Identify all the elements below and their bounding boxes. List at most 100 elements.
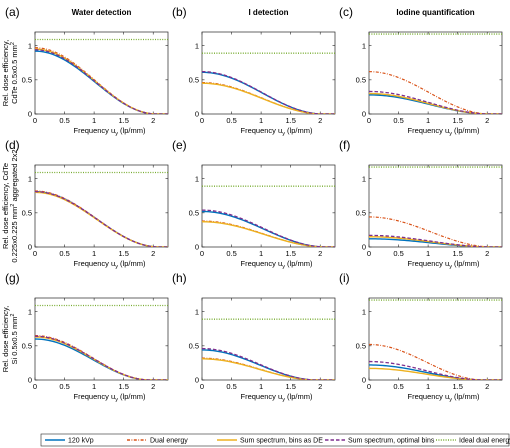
x-axis-label: Frequency uy (lp/mm) xyxy=(74,126,146,137)
y-tick-label: 1 xyxy=(362,307,366,316)
x-tick-label: 0.5 xyxy=(393,249,403,258)
plot-frame xyxy=(201,164,336,248)
x-axis-label: Frequency uy (lp/mm) xyxy=(241,259,313,270)
series-120-kvp xyxy=(202,210,335,247)
x-tick-label: 1.5 xyxy=(285,116,295,125)
panel-b: 0 0.5 1 1.5 2 0 0.5 1 (b) I detection Frequency uy… xyxy=(172,5,336,137)
series-sum-spectrum-bins-as-de xyxy=(202,82,335,114)
x-tick-label: 0.5 xyxy=(226,382,236,391)
y-tick-label: 0 xyxy=(28,110,32,119)
y-tick-label: 1 xyxy=(28,41,32,50)
y-tick-label: 0 xyxy=(195,110,199,119)
y-tick-label: 0 xyxy=(362,110,366,119)
x-tick-label: 2 xyxy=(151,249,155,258)
x-tick-label: 1.5 xyxy=(452,382,462,391)
series-sum-spectrum-bins-as-de xyxy=(202,221,335,247)
y-tick-label: 0.5 xyxy=(189,208,199,217)
legend-label: Ideal dual energy xyxy=(459,438,510,445)
row2-ylabel-line2: 0.225x0.225 mm2 aggregated 2x2 xyxy=(10,149,19,262)
series-sum-spectrum-optimal-bins xyxy=(35,49,168,114)
svg-text:0.225x0.225 mm2 aggregated 2x2: 0.225x0.225 mm2 aggregated 2x2 xyxy=(10,149,19,262)
panel-a: 0 0.5 1 1.5 2 0 0.5 1 (a) Water detection Frequenc… xyxy=(5,5,169,137)
row2-ylabel-line1: Rel. dose efficiency, CdTe xyxy=(1,163,10,249)
panel-h: 0 0.5 1 1.5 2 0 0.5 1 (h) Frequency uy (lp/mm) xyxy=(172,271,336,403)
x-tick-label: 2 xyxy=(485,116,489,125)
x-tick-label: 1 xyxy=(259,382,263,391)
svg-text:CdTe 0.5x0.5 mm2: CdTe 0.5x0.5 mm2 xyxy=(10,42,19,104)
legend-label: Sum spectrum, optimal bins xyxy=(348,438,435,445)
y-tick-label: 1 xyxy=(362,41,366,50)
y-tick-label: 1 xyxy=(195,41,199,50)
x-tick-label: 1 xyxy=(426,116,430,125)
plot-frame xyxy=(34,297,169,381)
y-tick-label: 0.5 xyxy=(189,75,199,84)
x-tick-label: 1.5 xyxy=(118,249,128,258)
x-axis-label: Frequency uy (lp/mm) xyxy=(408,259,480,270)
row1-ylabel-line1: Rel. dose efficiency, xyxy=(1,40,10,106)
series-sum-spectrum-optimal-bins xyxy=(369,360,502,380)
x-tick-label: 0 xyxy=(200,382,204,391)
panel-label: (g) xyxy=(5,271,20,285)
plot-frame xyxy=(34,31,169,115)
series-sum-spectrum-bins-as-de xyxy=(35,48,168,114)
y-tick-label: 0.5 xyxy=(22,208,32,217)
x-axis-label: Frequency uy (lp/mm) xyxy=(408,126,480,137)
y-tick-label: 1 xyxy=(28,307,32,316)
series-120-kvp xyxy=(202,349,335,380)
x-tick-label: 1.5 xyxy=(118,382,128,391)
x-tick-label: 0 xyxy=(200,116,204,125)
x-tick-label: 1 xyxy=(92,249,96,258)
x-tick-label: 0 xyxy=(367,116,371,125)
x-tick-label: 1 xyxy=(259,249,263,258)
row3-ylabel-line2: Si 0.5x0.5 mm2 xyxy=(10,314,19,365)
y-tick-label: 0.5 xyxy=(356,208,366,217)
panel-label: (h) xyxy=(172,271,187,285)
panel-title: Iodine quantification xyxy=(396,8,474,17)
series-group xyxy=(35,171,168,247)
series-sum-spectrum-optimal-bins xyxy=(35,335,168,380)
x-tick-label: 1 xyxy=(92,382,96,391)
series-group xyxy=(369,33,502,114)
series-sum-spectrum-optimal-bins xyxy=(369,234,502,247)
x-tick-label: 1.5 xyxy=(118,116,128,125)
series-group xyxy=(369,299,502,380)
x-tick-label: 2 xyxy=(318,116,322,125)
series-group xyxy=(202,318,335,380)
panel-g: 0 0.5 1 1.5 2 0 0.5 1 (g) Frequency uy (lp/mm) xyxy=(5,271,169,403)
x-tick-label: 0.5 xyxy=(226,116,236,125)
x-tick-label: 0 xyxy=(33,382,37,391)
y-tick-label: 0.5 xyxy=(22,75,32,84)
y-tick-label: 0.5 xyxy=(356,341,366,350)
x-tick-label: 1.5 xyxy=(452,116,462,125)
x-tick-label: 1.5 xyxy=(285,249,295,258)
series-120-kvp xyxy=(35,50,168,114)
series-group xyxy=(35,304,168,380)
series-group xyxy=(369,166,502,247)
x-tick-label: 2 xyxy=(485,249,489,258)
x-axis-label: Frequency uy (lp/mm) xyxy=(241,392,313,403)
series-dual-energy xyxy=(369,216,502,247)
series-sum-spectrum-optimal-bins xyxy=(202,209,335,247)
x-tick-label: 0 xyxy=(200,249,204,258)
legend: 120 kVp Dual energy Sum spectrum, bins as … xyxy=(40,433,510,447)
y-tick-label: 0 xyxy=(195,243,199,252)
legend-label: 120 kVp xyxy=(68,438,94,445)
svg-text:Rel. dose efficiency,: Rel. dose efficiency, xyxy=(1,306,10,372)
plot-frame xyxy=(368,164,503,248)
y-tick-label: 0.5 xyxy=(356,75,366,84)
panel-label: (a) xyxy=(5,5,20,19)
x-tick-label: 1 xyxy=(426,382,430,391)
series-120-kvp xyxy=(35,338,168,380)
panel-e: 0 0.5 1 1.5 2 0 0.5 1 (e) Frequency uy (lp/mm) xyxy=(172,138,336,270)
svg-text:Si 0.5x0.5 mm2: Si 0.5x0.5 mm2 xyxy=(10,314,19,365)
plot-frame xyxy=(201,297,336,381)
x-tick-label: 2 xyxy=(151,382,155,391)
panel-f: 0 0.5 1 1.5 2 0 0.5 1 (f) Frequency uy (lp/mm) xyxy=(339,138,503,270)
series-group xyxy=(35,38,168,114)
series-dual-energy xyxy=(35,190,168,247)
y-tick-label: 0 xyxy=(362,243,366,252)
y-tick-label: 1 xyxy=(195,307,199,316)
y-tick-label: 0 xyxy=(28,243,32,252)
x-tick-label: 0 xyxy=(367,382,371,391)
